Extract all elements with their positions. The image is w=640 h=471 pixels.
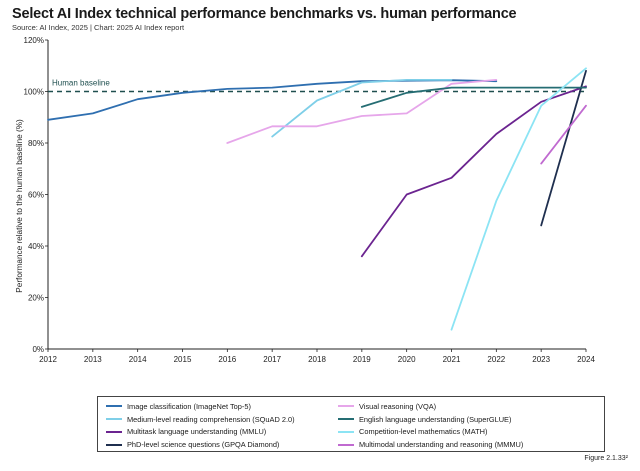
y-tick-label: 40% [28, 242, 44, 251]
legend-label: Competition-level mathematics (MATH) [359, 427, 488, 437]
human-baseline: Human baseline [48, 79, 586, 93]
y-tick-label: 20% [28, 293, 44, 302]
legend-label: English language understanding (SuperGLU… [359, 414, 512, 424]
legend-swatch [106, 443, 122, 446]
y-tick-label: 80% [28, 139, 44, 148]
y-tick-label: 100% [24, 87, 44, 96]
x-tick-label: 2022 [487, 355, 505, 364]
series-line-mmlu [360, 85, 587, 258]
x-tick-label: 2017 [263, 355, 281, 364]
legend-swatch [106, 418, 122, 420]
legend-swatch [106, 430, 122, 433]
y-tick-label: 120% [24, 36, 44, 45]
x-tick-label: 2012 [39, 355, 57, 364]
legend-item-mmmu: Multimodal understanding and reasoning (… [338, 438, 588, 451]
series-line-superglue [360, 86, 587, 108]
figure-label: Figure 2.1.33² [584, 455, 628, 462]
baseline-label: Human baseline [52, 79, 110, 88]
x-tick-label: 2016 [218, 355, 236, 364]
legend-item-gpqa: PhD-level science questions (GPQA Diamon… [106, 438, 314, 451]
chart-subtitle: Source: AI Index, 2025 | Chart: 2025 AI … [12, 23, 185, 32]
series-line-math [450, 67, 587, 331]
series-line-imagenet [47, 79, 498, 121]
legend-item-mmlu: Multitask language understanding (MMLU) [106, 426, 314, 439]
chart-title: Select AI Index technical performance be… [12, 6, 517, 22]
legend-swatch [338, 405, 354, 408]
y-tick-label: 60% [28, 190, 44, 199]
chart-series [47, 67, 587, 331]
legend-item-vqa: Visual reasoning (VQA) [338, 400, 588, 413]
legend-item-imagenet: Image classification (ImageNet Top-5) [106, 400, 314, 413]
x-tick-label: 2021 [443, 355, 461, 364]
line-chart: 0% 20% 40% 60% 80% 100% 120% 2012 2013 2014 2015 20… [15, 36, 595, 364]
x-tick-label: 2014 [129, 355, 147, 364]
chart-legend: Image classification (ImageNet Top-5) Vis… [97, 396, 605, 452]
x-tick-label: 2013 [84, 355, 102, 364]
x-tick-label: 2023 [532, 355, 550, 364]
x-tick-label: 2024 [577, 355, 595, 364]
legend-label: Multimodal understanding and reasoning (… [359, 440, 524, 449]
legend-label: Medium-level reading comprehension (SQuA… [127, 414, 295, 424]
x-tick-label: 2018 [308, 355, 326, 364]
legend-label: PhD-level science questions (GPQA Diamon… [127, 440, 280, 449]
series-line-vqa [226, 79, 498, 144]
legend-swatch [338, 443, 354, 446]
legend-swatch [106, 405, 122, 408]
legend-swatch [338, 418, 354, 420]
y-axis-label: Performance relative to the human baseli… [15, 119, 24, 293]
series-line-gpqa [540, 70, 587, 227]
legend-label: Visual reasoning (VQA) [359, 401, 437, 411]
legend-label: Image classification (ImageNet Top-5) [127, 401, 251, 411]
x-tick-label: 2020 [398, 355, 416, 364]
legend-item-superglue: English language understanding (SuperGLU… [338, 413, 588, 426]
legend-item-squad: Medium-level reading comprehension (SQuA… [106, 413, 314, 426]
legend-label: Multitask language understanding (MMLU) [127, 427, 267, 437]
y-tick-label: 0% [32, 345, 44, 354]
legend-swatch [338, 430, 354, 433]
x-tick-label: 2015 [174, 355, 192, 364]
series-line-mmmu [540, 104, 587, 165]
legend-item-math: Competition-level mathematics (MATH) [338, 426, 588, 439]
x-tick-label: 2019 [353, 355, 371, 364]
series-line-squad [271, 79, 453, 138]
